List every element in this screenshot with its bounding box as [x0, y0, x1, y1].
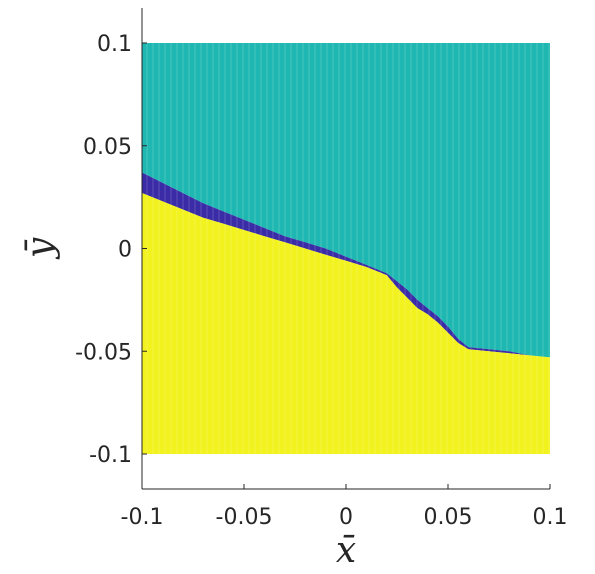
plot-area	[142, 43, 550, 454]
y-tick-label: 0.05	[83, 135, 132, 160]
x-tick-label: -0.1	[121, 505, 164, 530]
y-axis-label: ȳ	[20, 237, 61, 260]
x-ticks: -0.1 -0.05 0 0.05 0.1	[121, 484, 568, 530]
x-axis-label: x̄	[336, 530, 356, 571]
y-tick-label: -0.05	[75, 340, 132, 365]
x-tick-label: 0.1	[533, 505, 568, 530]
x-tick-label: 0.05	[424, 505, 473, 530]
y-tick-label: 0.1	[97, 32, 132, 57]
x-tick-label: -0.05	[216, 505, 273, 530]
y-ticks: -0.1 -0.05 0 0.05 0.1	[75, 32, 147, 468]
x-tick-label: 0	[339, 505, 353, 530]
y-tick-label: 0	[118, 238, 132, 263]
y-tick-label: -0.1	[89, 443, 132, 468]
grid-texture	[142, 43, 550, 454]
